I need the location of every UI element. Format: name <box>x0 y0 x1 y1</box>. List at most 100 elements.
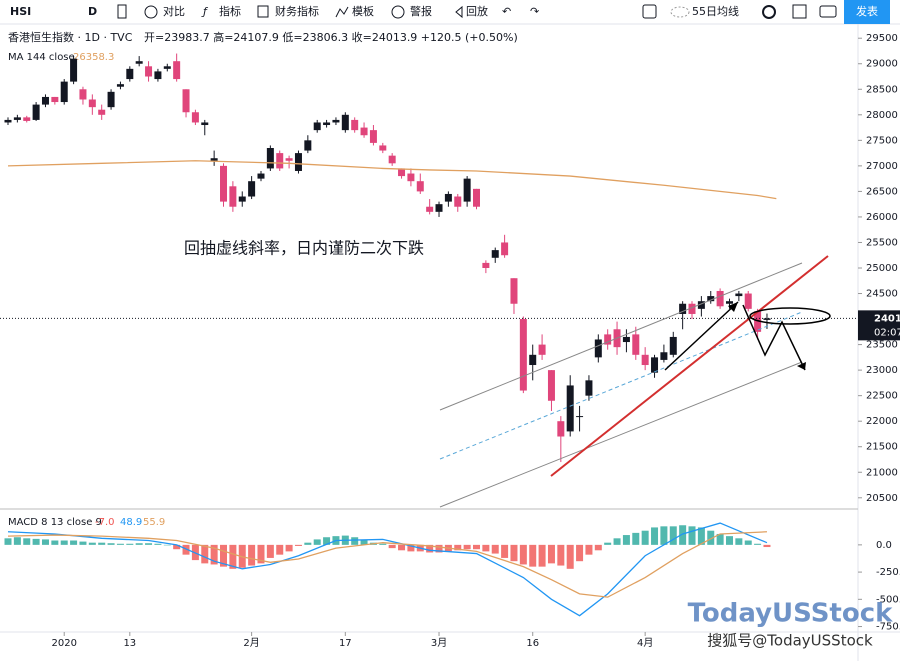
publish-label[interactable]: 发表 <box>856 4 878 18</box>
macd-tick-label: -500.0 <box>876 594 900 605</box>
macd-bar <box>688 526 696 545</box>
ma-last: 26358.3 <box>73 52 114 63</box>
candle-body <box>566 385 574 432</box>
candle-body <box>173 61 181 80</box>
macd-bar <box>32 538 40 545</box>
template-icon[interactable] <box>335 6 349 18</box>
macd-bar <box>763 544 771 548</box>
toolbar-item[interactable]: 模板 <box>352 4 374 18</box>
toolbar-item[interactable]: 财务指标 <box>275 4 319 18</box>
x-tick-label: 16 <box>526 638 539 649</box>
toolbar-item[interactable]: 指标 <box>219 4 241 18</box>
candle-body <box>547 370 555 401</box>
candle-body <box>135 61 143 64</box>
macd-bar <box>388 544 396 549</box>
macd-bar <box>70 540 78 545</box>
signal-line <box>7 531 768 598</box>
macd-bar <box>660 526 668 545</box>
y-tick-label: 29500 <box>866 33 898 44</box>
symbol[interactable]: HSI <box>10 5 31 18</box>
candle-body <box>51 96 59 103</box>
candle-body <box>220 165 228 202</box>
macd-bar <box>13 537 21 545</box>
macd-bar <box>482 544 490 552</box>
cloud-icon[interactable] <box>670 6 690 18</box>
macd-bar <box>379 543 387 545</box>
fx-icon[interactable]: ƒ <box>201 5 209 18</box>
candle-body <box>754 311 762 332</box>
candle-body <box>585 380 593 396</box>
macd-bar <box>510 544 518 562</box>
compare-icon[interactable] <box>144 5 158 19</box>
y-tick-label: 26000 <box>866 212 898 223</box>
y-tick-label: 29000 <box>866 59 898 70</box>
layout-icon[interactable] <box>642 4 657 19</box>
candle-body <box>70 58 78 82</box>
candle-body <box>426 206 434 212</box>
annotation: 回抽虚线斜率，日内谨防二次下跌 <box>184 239 424 258</box>
redo[interactable]: ↷ <box>530 5 539 18</box>
y-tick-label: 24500 <box>866 289 898 300</box>
candle-body <box>116 84 124 87</box>
macd-bar <box>744 540 752 545</box>
ellipse <box>749 307 831 325</box>
candle-body <box>491 250 499 258</box>
settings-icon[interactable] <box>762 5 776 19</box>
last-price-label: 24013 <box>874 313 900 324</box>
candle-body <box>604 334 612 345</box>
candle-body <box>266 148 274 169</box>
macd-bar <box>585 544 593 555</box>
macd-bar <box>60 540 68 545</box>
channel-upper <box>439 262 803 411</box>
toolbar-item[interactable]: 对比 <box>163 4 185 18</box>
candle-body <box>735 293 743 297</box>
candle-body <box>107 91 115 108</box>
candle-body <box>679 303 687 314</box>
candle-body <box>323 122 331 126</box>
ma-button[interactable]: 55日均线 <box>692 4 739 18</box>
candle-body <box>576 416 584 418</box>
macd-bar <box>304 542 312 545</box>
macd-bar <box>407 544 415 552</box>
macd-bar <box>323 537 331 545</box>
macd-bar <box>248 544 256 566</box>
y-tick-label: 27500 <box>866 135 898 146</box>
candle-body <box>79 89 87 100</box>
macd-bar <box>594 544 602 551</box>
toolbar-item[interactable]: 回放 <box>466 4 488 18</box>
candle-body <box>154 71 162 80</box>
macd-bar <box>519 544 527 565</box>
candle-body <box>707 296 715 302</box>
candle-body <box>473 188 480 207</box>
macd-bar <box>454 544 462 551</box>
macd-bar <box>294 544 302 546</box>
fin-icon[interactable] <box>257 5 269 18</box>
candle-body <box>398 168 406 177</box>
macd-bar <box>51 540 59 545</box>
candle-body <box>4 119 12 123</box>
candle-body <box>388 155 396 164</box>
alert-icon[interactable] <box>391 5 405 19</box>
candle-icon[interactable] <box>117 4 127 19</box>
y-tick-label: 25500 <box>866 237 898 248</box>
candle-body <box>182 89 190 113</box>
y-tick-label: 27000 <box>866 161 898 172</box>
macd-tick-label: -750.0 <box>876 622 900 633</box>
y-tick-label: 28500 <box>866 84 898 95</box>
fullscreen-icon[interactable] <box>792 4 807 19</box>
macd-bar <box>154 543 162 545</box>
candle-body <box>238 196 246 202</box>
macd-bar <box>145 543 153 545</box>
macd-bar <box>98 542 106 545</box>
candle-body <box>248 181 256 197</box>
undo[interactable]: ↶ <box>502 5 511 18</box>
interval[interactable]: D <box>88 5 97 18</box>
macd-bar <box>557 544 565 566</box>
publish-button[interactable] <box>844 0 890 24</box>
macd-bar <box>257 544 265 564</box>
macd-bar <box>426 544 434 553</box>
macd-bar <box>116 543 124 545</box>
snapshot-icon[interactable] <box>819 5 837 18</box>
replay-icon[interactable] <box>455 5 463 19</box>
toolbar-item[interactable]: 警报 <box>410 4 432 18</box>
